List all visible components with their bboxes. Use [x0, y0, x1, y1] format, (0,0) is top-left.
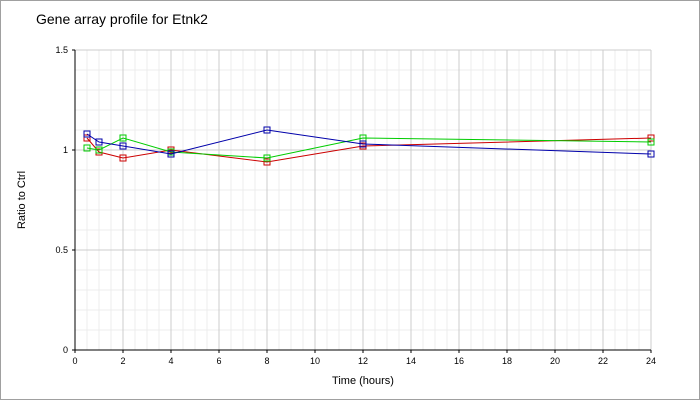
- x-tick-label: 18: [502, 356, 512, 366]
- y-tick-label: 1: [63, 145, 68, 155]
- data-point: [647, 150, 655, 158]
- data-point: [263, 126, 271, 134]
- data-point: [119, 134, 127, 142]
- x-tick-labels: 0 2 4 6 8 10 12 14 16 18 20 22 24: [72, 350, 656, 366]
- x-tick-label: 6: [216, 356, 221, 366]
- y-tick-label: 0.5: [55, 245, 68, 255]
- series-3: [83, 126, 655, 158]
- data-point: [263, 154, 271, 162]
- series-2: [83, 134, 655, 162]
- x-tick-label: 2: [120, 356, 125, 366]
- x-tick-label: 12: [358, 356, 368, 366]
- y-tick-label: 1.5: [55, 45, 68, 55]
- x-tick-label: 10: [310, 356, 320, 366]
- data-point: [119, 154, 127, 162]
- series-line: [86, 137, 652, 159]
- data-point: [647, 134, 655, 142]
- x-tick-label: 24: [646, 356, 656, 366]
- data-point: [83, 144, 91, 152]
- y-tick-labels: 0 0.5 1 1.5: [55, 45, 75, 355]
- x-tick-label: 16: [454, 356, 464, 366]
- chart-title: Gene array profile for Etnk2: [36, 11, 208, 27]
- data-point: [95, 138, 103, 146]
- y-tick-label: 0: [63, 345, 68, 355]
- x-tick-label: 8: [264, 356, 269, 366]
- series-line: [86, 129, 652, 155]
- data-point: [359, 140, 367, 148]
- x-axis-title: Time (hours): [332, 375, 394, 387]
- data-point: [167, 150, 175, 158]
- y-axis-title: Ratio to Ctrl: [16, 171, 28, 229]
- x-tick-label: 22: [598, 356, 608, 366]
- data-point: [83, 130, 91, 138]
- x-tick-label: 20: [550, 356, 560, 366]
- series-layer: [83, 126, 655, 166]
- x-tick-label: 4: [168, 356, 173, 366]
- x-tick-label: 14: [406, 356, 416, 366]
- data-point: [95, 146, 103, 154]
- data-point: [263, 158, 271, 166]
- data-point: [83, 134, 91, 142]
- series-line: [86, 137, 652, 163]
- data-point: [119, 142, 127, 150]
- data-point: [647, 138, 655, 146]
- x-tick-label: 0: [72, 356, 77, 366]
